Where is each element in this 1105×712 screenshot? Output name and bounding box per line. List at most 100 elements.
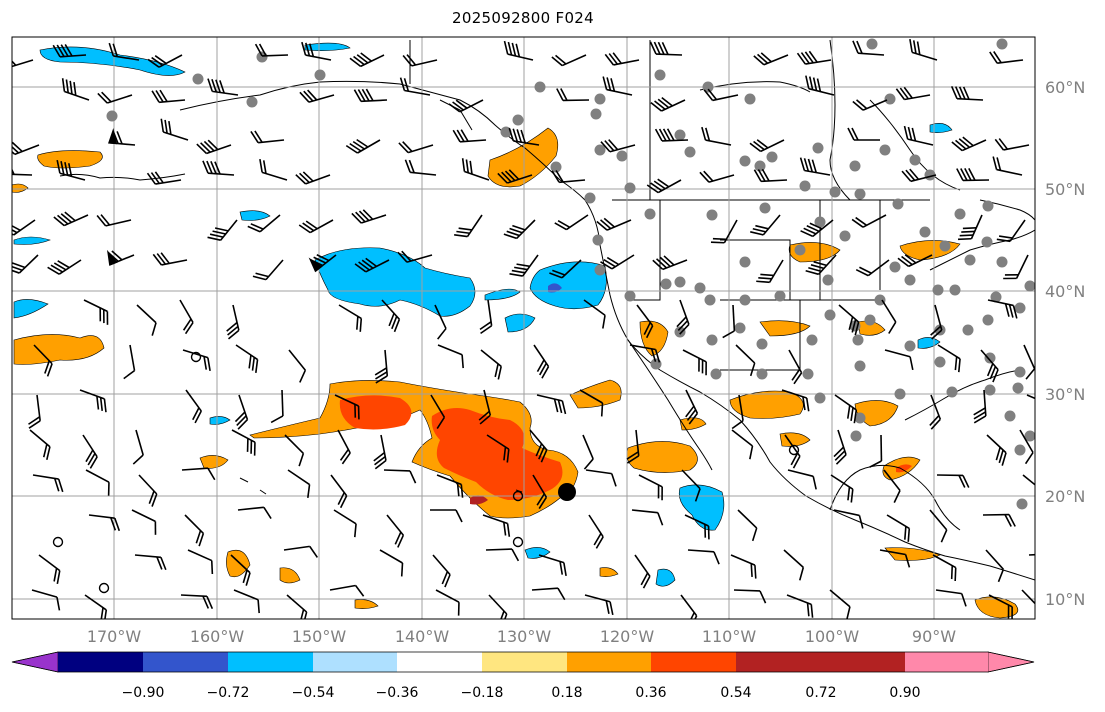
station-dot-icon bbox=[704, 294, 716, 306]
wind-barb-icon bbox=[97, 91, 133, 104]
wind-barb-icon bbox=[957, 214, 983, 241]
station-dot-icon bbox=[674, 129, 686, 141]
colorbar-segment bbox=[397, 652, 482, 672]
wind-barb-icon bbox=[295, 171, 331, 185]
wind-barb-icon bbox=[805, 75, 835, 96]
wind-barb-icon bbox=[973, 389, 987, 424]
wind-barb-icon bbox=[549, 259, 582, 279]
wind-barb-icon bbox=[992, 156, 1023, 176]
wind-barb-icon bbox=[881, 299, 897, 334]
colorbar-segment bbox=[482, 652, 567, 672]
wind-barb-icon bbox=[600, 139, 636, 153]
wind-barb-icon bbox=[508, 127, 540, 146]
station-dot-icon bbox=[256, 51, 268, 63]
wind-barb-icon bbox=[950, 86, 984, 101]
station-dot-icon bbox=[674, 276, 686, 288]
wind-barb-icon bbox=[351, 209, 387, 224]
wind-barb-icon bbox=[583, 299, 606, 329]
wind-barb-icon bbox=[374, 349, 389, 384]
wind-barb-icon bbox=[353, 88, 388, 103]
wind-barb-icon bbox=[488, 594, 508, 619]
colorbar-tick-label: −0.72 bbox=[207, 685, 250, 701]
wind-barb-icon bbox=[202, 160, 235, 176]
wind-barb-icon bbox=[230, 554, 251, 586]
station-dot-icon bbox=[616, 150, 628, 162]
station-dot-icon bbox=[932, 284, 944, 296]
station-dot-icon bbox=[984, 352, 996, 364]
wind-barb-icon bbox=[710, 219, 738, 244]
colorbar-tick-label: −0.90 bbox=[122, 685, 165, 701]
lon-label: 90°W bbox=[912, 627, 956, 646]
wind-barb-icon bbox=[299, 89, 335, 103]
wind-barb-icon bbox=[585, 469, 617, 487]
lon-label: 150°W bbox=[292, 627, 347, 646]
station-dot-icon bbox=[624, 290, 636, 302]
wind-barb-icon bbox=[152, 252, 188, 266]
wind-barb-icon bbox=[480, 349, 502, 380]
wind-barb-icon bbox=[626, 429, 640, 464]
wind-barb-icon bbox=[538, 554, 567, 576]
wind-barb-icon bbox=[82, 434, 98, 469]
wind-barb-icon bbox=[485, 548, 520, 562]
station-dot-icon bbox=[1014, 366, 1026, 378]
wind-barb-icon bbox=[756, 259, 784, 284]
wind-barb-icon bbox=[687, 549, 720, 565]
wind-barb-icon bbox=[96, 214, 132, 227]
station-dot-icon bbox=[314, 69, 326, 81]
colorbar-tick-label: 0.90 bbox=[889, 685, 920, 701]
wind-barb-icon bbox=[38, 554, 61, 584]
station-dot-icon bbox=[850, 430, 862, 442]
station-dot-icon bbox=[759, 202, 771, 214]
wind-barb-icon bbox=[681, 469, 701, 502]
lon-label: 130°W bbox=[497, 627, 552, 646]
station-dot-icon bbox=[1024, 280, 1035, 292]
station-dot-icon bbox=[874, 294, 886, 306]
station-dot-icon bbox=[710, 368, 722, 380]
station-dot-icon bbox=[660, 278, 672, 290]
wind-barb-icon bbox=[897, 254, 933, 268]
wind-barb-icon bbox=[12, 254, 39, 274]
wind-barb-icon bbox=[834, 394, 858, 424]
station-dot-icon bbox=[590, 108, 602, 120]
lat-label: 20°N bbox=[1045, 487, 1085, 506]
latitude-labels: 60°N 50°N 40°N 30°N 20°N 10°N bbox=[1045, 78, 1085, 609]
station-dot-icon bbox=[849, 160, 861, 172]
wind-barb-icon bbox=[288, 349, 307, 383]
wind-barb-icon bbox=[733, 589, 767, 604]
station-dot-icon bbox=[904, 340, 916, 352]
wind-barb-icon bbox=[788, 349, 803, 385]
colorbar-segment bbox=[821, 652, 905, 672]
station-dot-icon bbox=[854, 412, 866, 424]
wind-barb-icon bbox=[731, 429, 754, 460]
colorbar-segment bbox=[58, 652, 143, 672]
wind-barb-icon bbox=[147, 54, 183, 68]
wind-barb-icon bbox=[676, 299, 690, 335]
station-dot-icon bbox=[802, 368, 814, 380]
station-dot-icon bbox=[822, 274, 834, 286]
station-dot-icon bbox=[106, 110, 118, 122]
wind-barb-icon bbox=[383, 469, 417, 484]
wind-barb-icon bbox=[703, 88, 739, 102]
station-dot-icon bbox=[644, 208, 656, 220]
station-dot-icon bbox=[1004, 410, 1016, 422]
wind-barb-icon bbox=[851, 214, 887, 228]
station-dot-icon bbox=[909, 154, 921, 166]
wind-barb-icon bbox=[207, 78, 239, 96]
wind-barb-icon bbox=[682, 349, 707, 376]
wind-barb-icon bbox=[786, 594, 814, 618]
station-dot-icon bbox=[934, 356, 946, 368]
wind-barb-icon bbox=[47, 259, 82, 275]
map-frame bbox=[11, 36, 1036, 620]
wind-barb-icon bbox=[980, 349, 999, 383]
wind-barb-icon bbox=[730, 554, 757, 579]
station-dot-icon bbox=[192, 73, 204, 85]
station-dot-icon bbox=[946, 386, 958, 398]
lat-label: 30°N bbox=[1045, 385, 1085, 404]
wind-barb-icon bbox=[509, 254, 539, 277]
wind-barb-icon bbox=[649, 41, 683, 56]
wind-barb-icon bbox=[233, 589, 260, 614]
station-dot-icon bbox=[799, 180, 811, 192]
calm-circle-icon bbox=[52, 536, 64, 548]
wind-barb-icon bbox=[397, 250, 433, 263]
station-dot-icon bbox=[996, 38, 1008, 50]
